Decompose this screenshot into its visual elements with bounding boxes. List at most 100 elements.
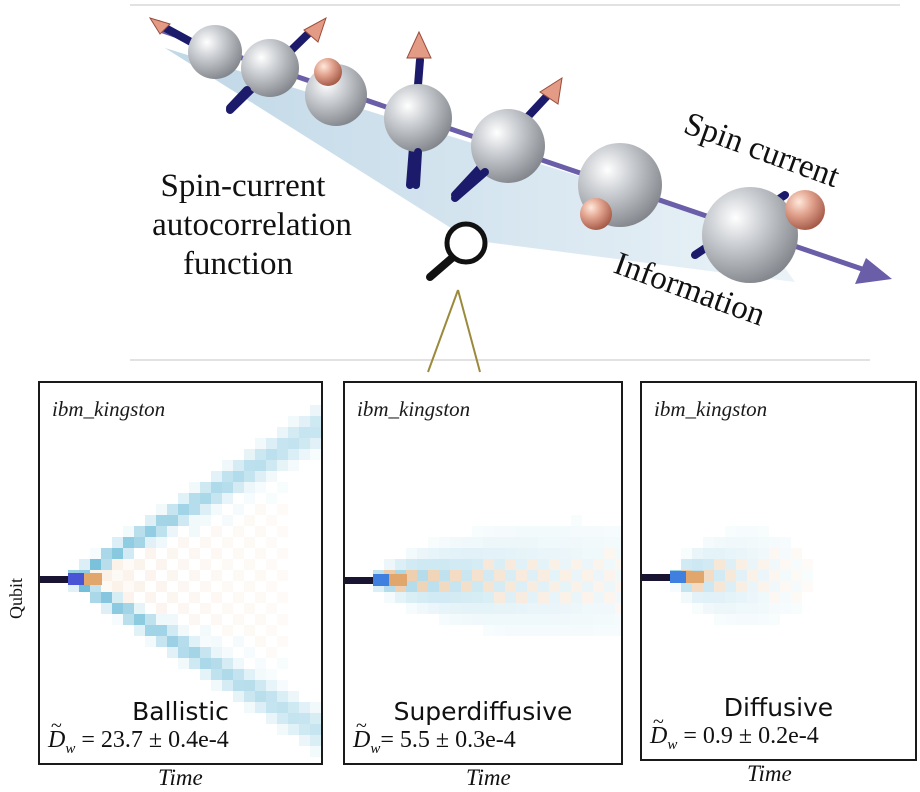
- heatmap-cell: [244, 537, 255, 548]
- heatmap-cell: [156, 537, 167, 548]
- heatmap-cell: [758, 614, 769, 625]
- heatmap-cell: [222, 482, 233, 493]
- heatmap-cell: [494, 581, 505, 592]
- heatmap-cell: [266, 438, 277, 449]
- heatmap-cell: [571, 570, 582, 581]
- heatmap-cell: [233, 504, 244, 515]
- heatmap-cell: [200, 493, 211, 504]
- heatmap-cell: [538, 581, 549, 592]
- heatmap-cell: [714, 559, 725, 570]
- heatmap-cell: [560, 537, 571, 548]
- heatmap-cell: [703, 581, 714, 592]
- heatmap-cell: [527, 548, 538, 559]
- heatmap-cell: [725, 548, 736, 559]
- heatmap-cell: [769, 614, 780, 625]
- heatmap-cell: [571, 537, 582, 548]
- heatmap-cell: [233, 526, 244, 537]
- origin-cell: [373, 574, 389, 586]
- heatmap-cell: [310, 405, 321, 416]
- heatmap-cell: [703, 603, 714, 614]
- heatmap-cell: [255, 636, 266, 647]
- heatmap-cell: [406, 603, 417, 614]
- heatmap-cell: [189, 482, 200, 493]
- heatmap-cell: [516, 614, 527, 625]
- heatmap-cell: [310, 746, 321, 757]
- heatmap-cell: [90, 548, 101, 559]
- heatmap-cell: [571, 625, 582, 636]
- heatmap-cell: [560, 625, 571, 636]
- heatmap-cell: [439, 559, 450, 570]
- heatmap-cell: [244, 702, 255, 713]
- heatmap-cell: [593, 614, 604, 625]
- heatmap-cell: [758, 548, 769, 559]
- magnifier-icon: [426, 221, 488, 281]
- heatmap-cell: [747, 614, 758, 625]
- heatmap-cell: [288, 416, 299, 427]
- heatmap-cell: [299, 438, 310, 449]
- spin-current-label: Spin current: [679, 106, 844, 195]
- heatmap-cell: [681, 592, 692, 603]
- heatmap-cell: [266, 625, 277, 636]
- heatmap-cell: [461, 592, 472, 603]
- heatmap-cell: [604, 592, 615, 603]
- heatmap-cell: [450, 614, 461, 625]
- heatmap-cell: [791, 592, 802, 603]
- heatmap-cell: [233, 691, 244, 702]
- heatmap-cell: [571, 515, 582, 526]
- heatmap-cell: [112, 614, 123, 625]
- heatmap-cell: [395, 592, 406, 603]
- heatmap-cell: [417, 581, 428, 592]
- heatmap-cell: [802, 570, 813, 581]
- heatmap-cell: [222, 460, 233, 471]
- heatmap-cell: [277, 548, 288, 559]
- heatmap-cell: [134, 559, 145, 570]
- heatmap-cell: [747, 537, 758, 548]
- heatmap-cell: [123, 614, 134, 625]
- heatmap-cell: [736, 570, 747, 581]
- heatmap-cell: [134, 625, 145, 636]
- heatmap-cell: [288, 460, 299, 471]
- heatmap-cell: [483, 526, 494, 537]
- heatmap-cell: [277, 592, 288, 603]
- heatmap-cell: [769, 603, 780, 614]
- heatmap-cell: [681, 548, 692, 559]
- heatmap-cell: [593, 625, 604, 636]
- heatmap-cell: [428, 548, 439, 559]
- heatmap-cell: [450, 581, 461, 592]
- heatmap-cell: [780, 603, 791, 614]
- heatmap-cell: [461, 548, 472, 559]
- heatmap-cell: [255, 438, 266, 449]
- heatmap-cell: [233, 614, 244, 625]
- heatmap-cell: [483, 537, 494, 548]
- heatmap-cell: [758, 570, 769, 581]
- device-label: ibm_kingston: [654, 397, 768, 421]
- heatmap-cell: [211, 647, 222, 658]
- heatmap-cell: [266, 647, 277, 658]
- heatmap-cell: [200, 625, 211, 636]
- heatmap-cell: [692, 548, 703, 559]
- heatmap-cell: [156, 581, 167, 592]
- heatmap-cell: [692, 592, 703, 603]
- heatmap-cell: [310, 735, 321, 746]
- heatmap-cell: [472, 570, 483, 581]
- heatmap-cell: [505, 625, 516, 636]
- heatmap-cell: [428, 592, 439, 603]
- heatmap-cell: [450, 559, 461, 570]
- heatmap-cell: [747, 592, 758, 603]
- heatmap-cell: [439, 537, 450, 548]
- heatmap-cell: [178, 504, 189, 515]
- heatmap-cell: [395, 559, 406, 570]
- heatmap-cell: [571, 581, 582, 592]
- heatmap-cell: [244, 515, 255, 526]
- heatmap-cell: [233, 460, 244, 471]
- heatmap-cell: [255, 482, 266, 493]
- heatmap-cell: [255, 471, 266, 482]
- heatmap-cell: [615, 537, 621, 548]
- heatmap-cell: [791, 559, 802, 570]
- heatmap-cell: [277, 680, 288, 691]
- heatmap-cell: [505, 592, 516, 603]
- heatmap-cell: [582, 581, 593, 592]
- diffusion-constant: D ~ w = 0.9 ± 0.2e-4: [650, 711, 819, 753]
- heatmap-cell: [299, 713, 310, 724]
- heatmap-cell: [178, 636, 189, 647]
